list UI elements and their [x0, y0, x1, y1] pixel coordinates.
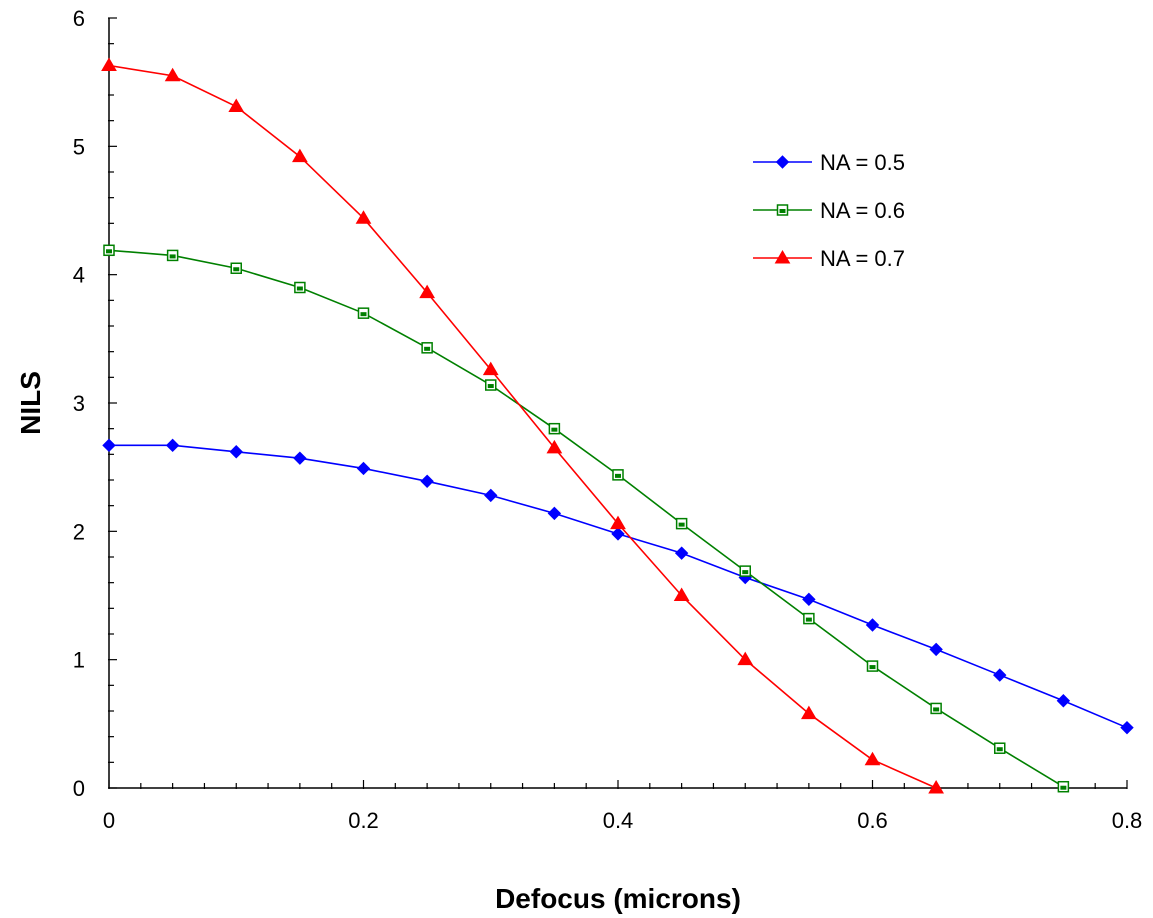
data-point	[547, 506, 562, 521]
data-point	[548, 422, 561, 435]
axes-group: 0 1 2 3 4 5 6 0 0.2 0.4 0.6 0.8	[73, 6, 1143, 833]
data-point	[357, 307, 370, 319]
data-point	[865, 618, 880, 632]
y-tick-label: 1	[73, 648, 85, 673]
series-line	[108, 249, 1064, 788]
data-point	[1120, 720, 1134, 735]
data-point	[928, 780, 944, 794]
legend-label: NA = 0.6	[820, 198, 905, 223]
data-point	[802, 592, 816, 607]
data-point	[801, 705, 817, 720]
x-tick-label: 0	[103, 808, 115, 833]
data-point	[166, 249, 179, 262]
data-point	[485, 379, 497, 391]
data-point	[102, 438, 116, 453]
legend-marker	[774, 250, 791, 264]
data-point	[675, 517, 688, 530]
data-point	[864, 751, 881, 766]
data-point	[803, 612, 815, 625]
data-point	[164, 67, 181, 82]
x-tick-label: 0.6	[857, 808, 888, 833]
y-axis-title: NILS	[15, 371, 46, 435]
data-point	[420, 474, 434, 488]
data-point	[165, 438, 180, 453]
y-tick-label: 5	[73, 134, 85, 159]
x-axis-title: Defocus (microns)	[495, 883, 741, 914]
data-point	[1056, 694, 1071, 708]
data-point	[737, 651, 754, 666]
data-point	[739, 565, 751, 577]
data-point	[482, 361, 499, 376]
data-point	[103, 244, 115, 257]
data-point	[484, 488, 498, 503]
data-point	[993, 668, 1007, 682]
data-point	[356, 461, 371, 476]
series-1	[102, 438, 1134, 735]
y-tick-label: 0	[73, 776, 85, 801]
data-point	[419, 284, 435, 299]
data-point	[866, 660, 879, 672]
series-line	[109, 444, 1128, 729]
y-tick-label: 3	[73, 391, 85, 416]
data-point	[930, 702, 942, 715]
series-line	[108, 64, 937, 789]
data-point	[612, 469, 624, 481]
legend-label: NA = 0.7	[820, 246, 905, 271]
series-layer	[101, 57, 1134, 794]
y-tick-label: 4	[73, 263, 85, 288]
legend-label: NA = 0.5	[820, 150, 905, 175]
data-point	[673, 587, 690, 601]
y-tick-label: 2	[73, 519, 85, 544]
legend-marker	[776, 204, 789, 216]
data-point	[929, 642, 943, 657]
series-2	[103, 244, 1070, 793]
data-point	[230, 262, 242, 274]
data-point	[293, 451, 307, 465]
legend-item: NA = 0.5	[753, 150, 905, 175]
series-3	[101, 57, 944, 794]
legend-marker	[775, 155, 790, 169]
data-point	[292, 148, 308, 163]
data-point	[610, 515, 626, 530]
data-point	[228, 98, 245, 113]
x-tick-label: 0.2	[348, 808, 379, 833]
data-point	[294, 281, 306, 294]
data-point	[229, 445, 243, 459]
legend-item: NA = 0.7	[753, 246, 905, 271]
data-point	[611, 527, 625, 541]
data-point	[421, 342, 433, 354]
data-point	[674, 546, 689, 560]
data-point	[994, 742, 1006, 754]
legend: NA = 0.5 NA = 0.6 NA = 0.7	[753, 150, 905, 271]
data-point	[355, 210, 372, 224]
x-tick-label: 0.8	[1112, 808, 1143, 833]
data-point	[546, 439, 563, 454]
y-tick-label: 6	[73, 6, 85, 31]
legend-item: NA = 0.6	[753, 198, 905, 223]
data-point	[1057, 780, 1070, 793]
x-tick-label: 0.4	[603, 808, 634, 833]
data-point	[101, 57, 117, 71]
